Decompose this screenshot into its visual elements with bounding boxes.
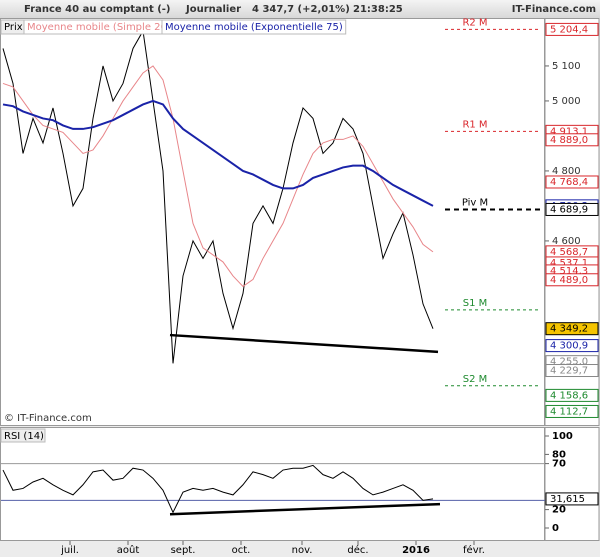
header-title: France 40 au comptant (-) bbox=[24, 4, 171, 15]
price-label: 4 889,0 bbox=[550, 135, 588, 146]
value-label: 31,615 bbox=[550, 494, 585, 505]
x-tick-label: juil. bbox=[60, 545, 79, 556]
price-label-box bbox=[545, 273, 599, 287]
price-label: 4 568,7 bbox=[550, 247, 588, 258]
header-quote: 4 347,7 (+2,01%) bbox=[252, 4, 350, 15]
y-tick-label: 5 100 bbox=[552, 61, 581, 72]
price-label: 4 913,1 bbox=[550, 126, 588, 137]
x-tick-label: sept. bbox=[171, 545, 196, 556]
price-label-box bbox=[545, 322, 599, 336]
price-label: 4 489,0 bbox=[550, 275, 588, 286]
x-tick-label: févr. bbox=[463, 544, 485, 556]
pivot-label: R1 M bbox=[462, 119, 487, 130]
price-label: 4 514,3 bbox=[550, 266, 588, 277]
legend-label: Moyenne mobile (Simple 20) bbox=[27, 22, 171, 33]
price-label-box bbox=[545, 175, 599, 189]
pivot-label: R2 M bbox=[462, 17, 487, 28]
header-period: Journalier bbox=[185, 4, 241, 15]
y-tick-label: 4 600 bbox=[552, 236, 581, 247]
x-tick-label: nov. bbox=[292, 545, 313, 556]
header-site: IT-Finance.com bbox=[512, 4, 596, 15]
value-label-box bbox=[545, 492, 599, 506]
price-label-box bbox=[545, 404, 599, 418]
header-bar bbox=[0, 0, 600, 18]
y-tick-label: 20 bbox=[552, 505, 566, 516]
price-label: 4 537,1 bbox=[550, 258, 588, 269]
series-line bbox=[2, 464, 434, 514]
series-line bbox=[2, 99, 434, 207]
y-tick-label: 5 000 bbox=[552, 96, 581, 107]
series-line bbox=[2, 29, 434, 364]
price-label: 4 300,9 bbox=[550, 341, 588, 352]
price-label: 4 768,4 bbox=[550, 177, 588, 188]
price-label: 4 229,7 bbox=[550, 366, 588, 377]
price-label: 5 204,4 bbox=[550, 24, 588, 35]
copyright: © IT-Finance.com bbox=[4, 413, 92, 424]
legend-label: Moyenne mobile (Exponentielle 75) bbox=[165, 22, 343, 33]
price-label-box bbox=[545, 339, 599, 353]
price-label: 4 158,6 bbox=[550, 390, 588, 401]
rsi-title-box bbox=[0, 428, 46, 443]
price-label-box bbox=[545, 22, 599, 36]
header-time: 21:38:25 bbox=[353, 4, 403, 15]
trendline bbox=[169, 502, 441, 516]
x-tick-label: août bbox=[117, 544, 140, 556]
y-tick-label: 4 800 bbox=[552, 166, 581, 177]
legend-label: Prix bbox=[4, 22, 23, 33]
x-tick-label: oct. bbox=[232, 545, 251, 556]
rsi-panel bbox=[0, 427, 545, 541]
price-label-box bbox=[545, 202, 599, 216]
y-tick-label: 100 bbox=[552, 431, 573, 442]
y-tick-label: 70 bbox=[552, 459, 566, 470]
price-label: 4 349,2 bbox=[550, 324, 588, 335]
pivot-label: S1 M bbox=[463, 298, 488, 309]
y-tick-label: 80 bbox=[552, 449, 566, 460]
price-label-box bbox=[545, 364, 599, 378]
pivot-label: Piv M bbox=[462, 197, 488, 208]
price-label-box bbox=[545, 388, 599, 402]
price-label: 4 255,0 bbox=[550, 357, 588, 368]
series-line bbox=[2, 65, 434, 288]
price-label: 4 689,9 bbox=[550, 204, 588, 215]
trendline bbox=[169, 333, 439, 354]
x-tick-label: 2016 bbox=[402, 545, 430, 556]
rsi-title: RSI (14) bbox=[4, 431, 44, 442]
rsi-axis bbox=[544, 427, 600, 541]
legend-box bbox=[161, 19, 347, 35]
price-label-box bbox=[545, 133, 599, 147]
pivot-label: S2 M bbox=[463, 374, 488, 385]
x-tick-label: déc. bbox=[347, 544, 368, 556]
y-tick-label: 0 bbox=[552, 523, 559, 534]
price-label: 4 112,7 bbox=[550, 406, 588, 417]
